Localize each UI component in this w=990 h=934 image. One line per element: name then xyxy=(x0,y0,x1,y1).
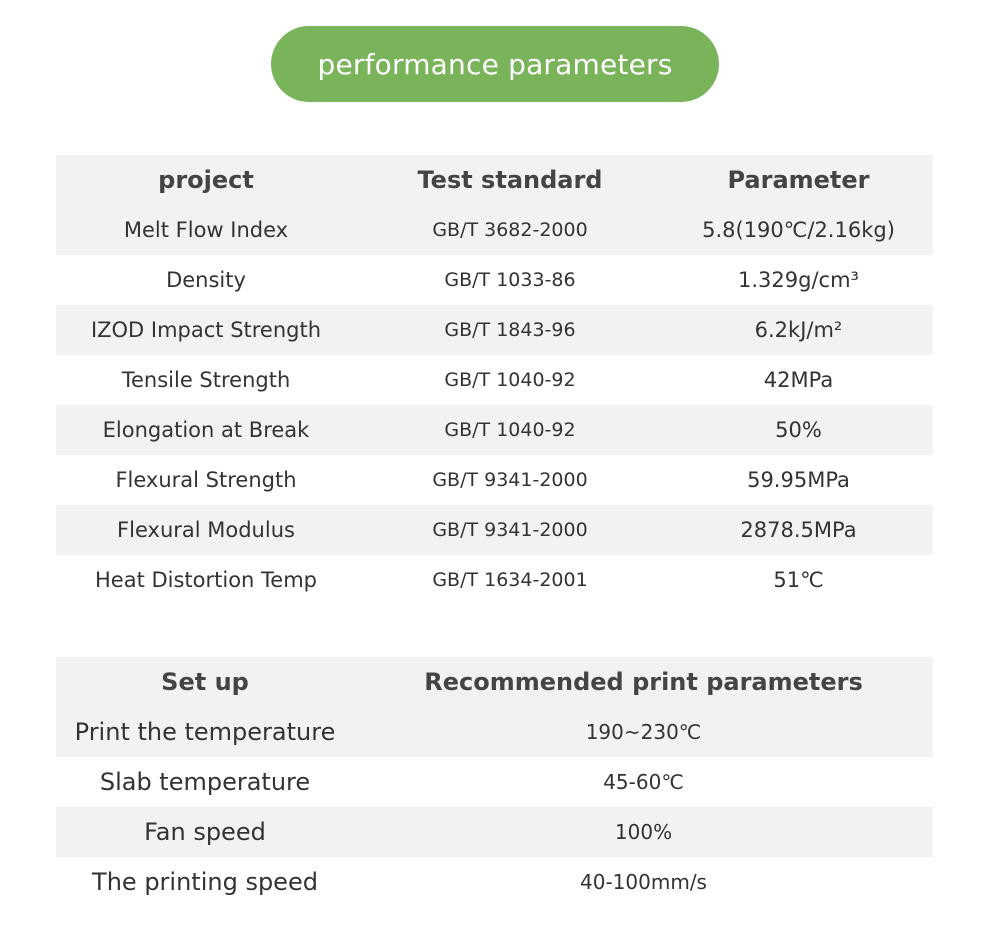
section-title: performance parameters xyxy=(317,47,673,81)
table-header-row: project Test standard Parameter xyxy=(56,155,933,205)
table-row: Elongation at Break GB/T 1040-92 50% xyxy=(56,405,933,455)
table-cell: Print the temperature xyxy=(74,718,336,746)
table-cell: 190~230℃ xyxy=(585,720,702,744)
table-cell: GB/T 1843-96 xyxy=(444,319,576,341)
table-cell: GB/T 9341-2000 xyxy=(432,519,588,541)
table-row: Density GB/T 1033-86 1.329g/cm³ xyxy=(56,255,933,305)
table-cell: Melt Flow Index xyxy=(123,218,289,242)
table-cell: Tensile Strength xyxy=(121,368,291,392)
table-cell: GB/T 1040-92 xyxy=(444,369,576,391)
performance-table: project Test standard Parameter Melt Flo… xyxy=(56,155,933,605)
table-row: Fan speed 100% xyxy=(56,807,933,857)
table-cell: 59.95MPa xyxy=(747,468,850,492)
header-project: project xyxy=(158,166,254,194)
table-row: The printing speed 40-100mm/s xyxy=(56,857,933,907)
table-cell: The printing speed xyxy=(92,868,318,896)
table-cell: GB/T 1634-2001 xyxy=(432,569,588,591)
table-cell: 45-60℃ xyxy=(603,770,684,794)
table-row: Print the temperature 190~230℃ xyxy=(56,707,933,757)
table-cell: 5.8(190℃/2.16kg) xyxy=(702,218,895,242)
table-row: Melt Flow Index GB/T 3682-2000 5.8(190℃/2.… xyxy=(56,205,933,255)
table-cell: 42MPa xyxy=(763,368,834,392)
table-cell: 1.329g/cm³ xyxy=(738,268,859,292)
table-cell: 2878.5MPa xyxy=(740,518,857,542)
table-cell: 100% xyxy=(614,820,673,844)
table-row: Flexural Modulus GB/T 9341-2000 2878.5MPa xyxy=(56,505,933,555)
table-cell: Density xyxy=(166,268,246,292)
header-recommended: Recommended print parameters xyxy=(424,668,863,696)
table-cell: 51℃ xyxy=(773,568,824,592)
table-row: Heat Distortion Temp GB/T 1634-2001 51℃ xyxy=(56,555,933,605)
table-row: IZOD Impact Strength GB/T 1843-96 6.2kJ/m² xyxy=(56,305,933,355)
table-cell: GB/T 9341-2000 xyxy=(432,469,588,491)
header-parameter: Parameter xyxy=(727,166,870,194)
table-cell: IZOD Impact Strength xyxy=(90,318,322,342)
table-cell: Heat Distortion Temp xyxy=(94,568,318,592)
table-cell: GB/T 1033-86 xyxy=(444,269,576,291)
table-cell: 50% xyxy=(775,418,822,442)
table-cell: Elongation at Break xyxy=(102,418,310,442)
table-row: Tensile Strength GB/T 1040-92 42MPa xyxy=(56,355,933,405)
print-parameters-table: Set up Recommended print parameters Prin… xyxy=(56,657,933,907)
table-cell: 6.2kJ/m² xyxy=(754,318,843,342)
header-set-up: Set up xyxy=(161,668,249,696)
table-cell: Flexural Modulus xyxy=(117,518,295,542)
table-row: Slab temperature 45-60℃ xyxy=(56,757,933,807)
table-row: Flexural Strength GB/T 9341-2000 59.95MPa xyxy=(56,455,933,505)
table-cell: Slab temperature xyxy=(99,768,311,796)
section-title-badge: performance parameters xyxy=(271,26,719,102)
table-cell: Flexural Strength xyxy=(115,468,297,492)
header-test-standard: Test standard xyxy=(417,166,603,194)
table-cell: GB/T 1040-92 xyxy=(444,419,576,441)
table-cell: GB/T 3682-2000 xyxy=(432,219,588,241)
table-cell: 40-100mm/s xyxy=(580,870,707,894)
table-cell: Fan speed xyxy=(144,818,266,846)
table-header-row: Set up Recommended print parameters xyxy=(56,657,933,707)
